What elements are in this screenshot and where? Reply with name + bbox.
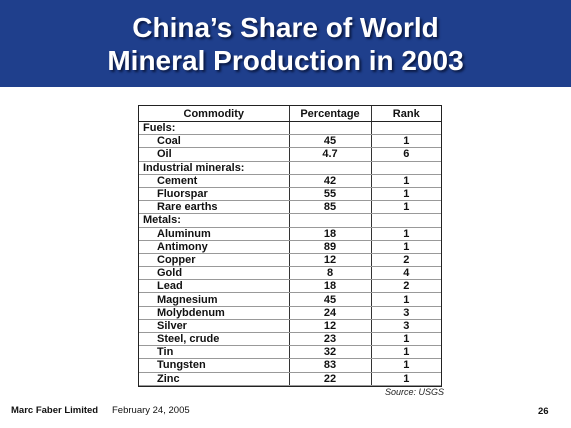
- header-percentage: Percentage: [289, 106, 372, 122]
- table-row: Tin 32 1: [139, 345, 441, 360]
- cell-rank: 6: [371, 147, 441, 162]
- table-row: Silver 12 3: [139, 319, 441, 334]
- table-row: Cement 42 1: [139, 174, 441, 188]
- cell-commodity: Molybdenum: [139, 306, 290, 320]
- footer-company: Marc Faber Limited: [11, 405, 99, 416]
- cell-commodity: Fluorspar: [139, 187, 290, 202]
- table-row: Zinc 22 1: [139, 372, 441, 386]
- cell-commodity: Fuels:: [139, 121, 290, 136]
- title-band: China’s Share of World Mineral Productio…: [0, 0, 571, 87]
- cell-commodity: Tin: [139, 345, 290, 360]
- source-note: Source: USGS: [385, 387, 445, 397]
- table-row: Gold 8 4: [139, 266, 441, 281]
- cell-percentage: 42: [289, 174, 372, 188]
- cell-rank: 4: [371, 266, 441, 281]
- cell-percentage: 8: [289, 266, 372, 281]
- cell-percentage: 55: [289, 187, 372, 202]
- table-row: Aluminum 18 1: [139, 227, 441, 241]
- header-rank: Rank: [371, 106, 441, 122]
- cell-rank: 2: [371, 253, 441, 268]
- cell-percentage: 45: [289, 292, 372, 307]
- cell-rank: [371, 121, 441, 136]
- table-category-row: Fuels:: [139, 121, 441, 136]
- cell-percentage: 83: [289, 358, 372, 373]
- cell-percentage: 45: [289, 134, 372, 149]
- table-row: Oil 4.7 6: [139, 147, 441, 162]
- table-row: Molybdenum 24 3: [139, 306, 441, 320]
- mineral-production-table: Commodity Percentage Rank Fuels: Coal 45 1 O…: [139, 106, 441, 386]
- cell-rank: 1: [371, 372, 441, 386]
- cell-commodity: Coal: [139, 134, 290, 149]
- cell-rank: 3: [371, 319, 441, 334]
- table-row: Copper 12 2: [139, 253, 441, 268]
- cell-percentage: 12: [289, 319, 372, 334]
- cell-percentage: 85: [289, 200, 372, 215]
- cell-percentage: 22: [289, 372, 372, 386]
- cell-rank: 1: [371, 345, 441, 360]
- cell-percentage: 23: [289, 332, 372, 347]
- cell-rank: 1: [371, 240, 441, 254]
- cell-commodity: Aluminum: [139, 227, 290, 241]
- cell-rank: 3: [371, 306, 441, 320]
- cell-percentage: 12: [289, 253, 372, 268]
- cell-rank: 1: [371, 358, 441, 373]
- table-row: Coal 45 1: [139, 134, 441, 149]
- table-row: Antimony 89 1: [139, 240, 441, 254]
- cell-commodity: Lead: [139, 279, 290, 294]
- table-category-row: Metals:: [139, 213, 441, 228]
- table-row: Lead 18 2: [139, 279, 441, 294]
- cell-rank: 1: [371, 227, 441, 241]
- cell-rank: [371, 213, 441, 228]
- cell-commodity: Antimony: [139, 240, 290, 254]
- cell-rank: 1: [371, 187, 441, 202]
- cell-percentage: 4.7: [289, 147, 372, 162]
- cell-commodity: Magnesium: [139, 292, 290, 307]
- cell-commodity: Rare earths: [139, 200, 290, 215]
- table-row: Magnesium 45 1: [139, 292, 441, 307]
- table-row: Fluorspar 55 1: [139, 187, 441, 202]
- cell-percentage: [289, 161, 372, 175]
- table-body: Fuels: Coal 45 1 Oil 4.7 6 Industrial minerals:…: [139, 121, 441, 386]
- cell-rank: 1: [371, 200, 441, 215]
- table-category-row: Industrial minerals:: [139, 161, 441, 175]
- cell-percentage: 89: [289, 240, 372, 254]
- cell-commodity: Steel, crude: [139, 332, 290, 347]
- table-row: Steel, crude 23 1: [139, 332, 441, 347]
- cell-rank: 1: [371, 292, 441, 307]
- cell-rank: 1: [371, 134, 441, 149]
- cell-rank: [371, 161, 441, 175]
- mineral-table-container: Commodity Percentage Rank Fuels: Coal 45 1 O…: [138, 105, 442, 387]
- cell-rank: 1: [371, 174, 441, 188]
- cell-commodity: Zinc: [139, 372, 290, 386]
- footer-date: February 24, 2005: [112, 405, 190, 416]
- cell-percentage: 24: [289, 306, 372, 320]
- cell-commodity: Silver: [139, 319, 290, 334]
- slide-title-line-1: China’s Share of World: [132, 11, 439, 43]
- page-number: 26: [538, 406, 549, 417]
- cell-commodity: Metals:: [139, 213, 290, 228]
- cell-commodity: Cement: [139, 174, 290, 188]
- slide-title-line-2: Mineral Production in 2003: [107, 44, 464, 76]
- cell-commodity: Tungsten: [139, 358, 290, 373]
- cell-commodity: Copper: [139, 253, 290, 268]
- cell-percentage: 32: [289, 345, 372, 360]
- header-commodity: Commodity: [139, 106, 290, 122]
- cell-commodity: Oil: [139, 147, 290, 162]
- cell-percentage: 18: [289, 279, 372, 294]
- table-row: Tungsten 83 1: [139, 358, 441, 373]
- table-row: Rare earths 85 1: [139, 200, 441, 215]
- table-header-row: Commodity Percentage Rank: [139, 106, 441, 122]
- cell-commodity: Industrial minerals:: [139, 161, 290, 175]
- cell-rank: 1: [371, 332, 441, 347]
- cell-commodity: Gold: [139, 266, 290, 281]
- cell-percentage: [289, 213, 372, 228]
- cell-rank: 2: [371, 279, 441, 294]
- cell-percentage: 18: [289, 227, 372, 241]
- cell-percentage: [289, 121, 372, 136]
